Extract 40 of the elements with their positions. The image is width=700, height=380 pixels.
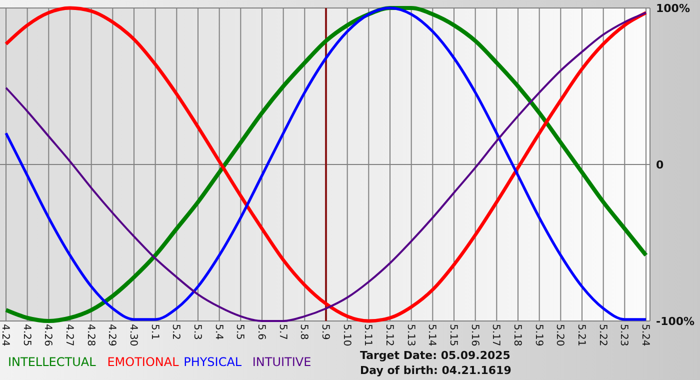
y-tick-label: 100% bbox=[656, 2, 690, 15]
text: INTELLECTUAL bbox=[8, 355, 96, 369]
x-tick-label: 5.15 bbox=[448, 324, 458, 346]
x-tick-label: 5.18 bbox=[512, 324, 522, 346]
x-tick-label: 5.21 bbox=[576, 324, 586, 346]
text: Target Date: 05.09.2025 bbox=[360, 349, 510, 362]
text: EMOTIONAL bbox=[107, 355, 180, 369]
x-tick-label: 4.27 bbox=[64, 324, 74, 346]
x-tick-label: 5.9 bbox=[320, 324, 330, 340]
x-tick-label: 5.10 bbox=[340, 324, 352, 346]
x-tick-label: 4.28 bbox=[84, 324, 96, 346]
text: INTUITIVE bbox=[252, 355, 312, 369]
x-tick-label: 5.11 bbox=[362, 324, 374, 346]
x-tick-label: 5.1 bbox=[148, 324, 160, 340]
x-tick-label: 5.17 bbox=[490, 324, 502, 346]
text: PHYSICAL bbox=[184, 355, 242, 369]
y-tick-label: 0 bbox=[656, 158, 664, 172]
x-tick-label: 5.8 bbox=[298, 324, 310, 340]
x-tick-label: 5.23 bbox=[618, 324, 630, 346]
x-tick-label: 5.5 bbox=[234, 324, 246, 340]
x-tick-label: 5.24 bbox=[640, 324, 650, 346]
x-tick-label: 5.2 bbox=[170, 324, 182, 340]
x-tick-label: 5.4 bbox=[212, 324, 224, 340]
x-tick-label: 4.30 bbox=[128, 324, 138, 346]
x-tick-label: 5.13 bbox=[404, 324, 416, 346]
x-tick-label: 4.25 bbox=[20, 324, 32, 346]
x-tick-label: 5.19 bbox=[532, 324, 544, 346]
x-tick-label: 5.6 bbox=[256, 324, 266, 340]
x-tick-label: 5.16 bbox=[468, 324, 480, 346]
x-tick-label: 5.22 bbox=[596, 324, 608, 346]
x-tick-label: 5.20 bbox=[554, 324, 566, 346]
x-tick-label: 5.14 bbox=[426, 324, 438, 346]
text: Day of birth: 04.21.1619 bbox=[360, 364, 512, 377]
x-tick-label: 4.29 bbox=[106, 324, 118, 346]
x-tick-label: 4.24 bbox=[0, 324, 10, 346]
x-tick-label: 5.12 bbox=[384, 324, 394, 346]
y-tick-label: -100% bbox=[656, 314, 695, 328]
x-tick-label: 5.7 bbox=[276, 324, 288, 340]
x-tick-label: 4.26 bbox=[42, 324, 54, 346]
x-tick-label: 5.3 bbox=[192, 324, 202, 340]
